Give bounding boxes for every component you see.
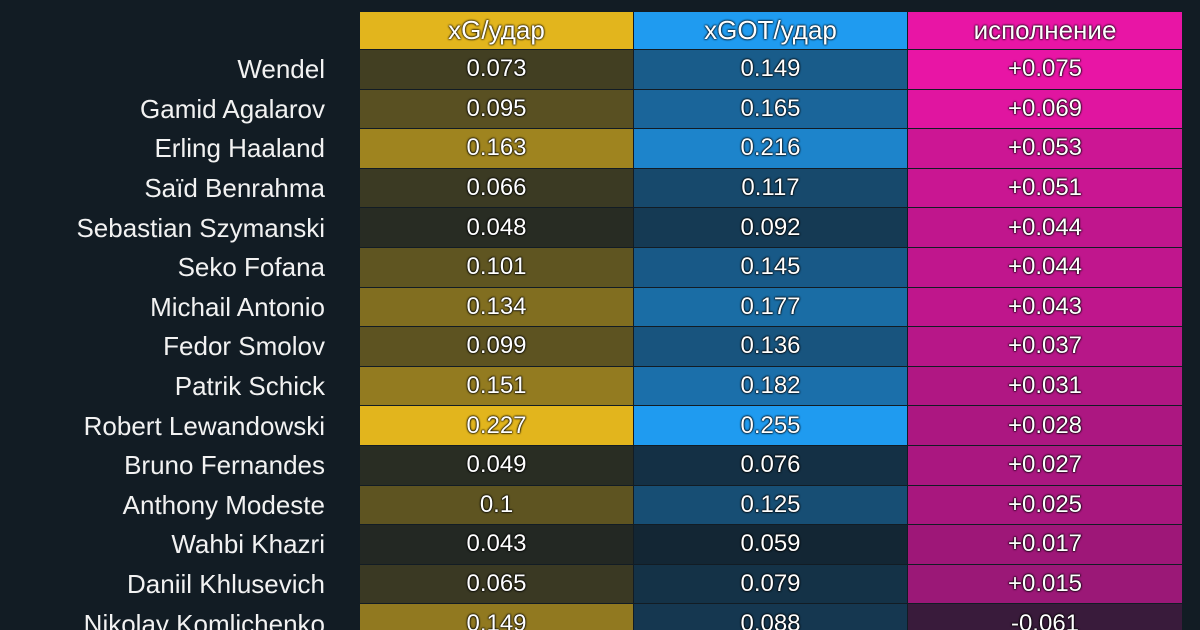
- table-row: Wendel 0.073 0.149 +0.075: [0, 50, 1200, 90]
- xgot-cell: 0.182: [634, 366, 907, 406]
- xg-cell: 0.095: [360, 89, 633, 129]
- xgot-cell: 0.125: [634, 485, 907, 525]
- execution-cell: +0.025: [908, 485, 1182, 525]
- player-name: Fedor Smolov: [163, 331, 325, 362]
- xg-cell: 0.065: [360, 564, 633, 604]
- xgot-cell: 0.177: [634, 287, 907, 327]
- execution-cell: +0.031: [908, 366, 1182, 406]
- table-row: Michail Antonio 0.134 0.177 +0.043: [0, 287, 1200, 328]
- xgot-cell: 0.255: [634, 406, 907, 445]
- xgot-cell: 0.149: [634, 50, 907, 89]
- table-row: Erling Haaland 0.163 0.216 +0.053: [0, 129, 1200, 169]
- xgot-cell: 0.092: [634, 208, 907, 247]
- xg-cell: 0.149: [360, 604, 633, 630]
- execution-cell: +0.053: [908, 129, 1182, 168]
- player-name: Saïd Benrahma: [144, 173, 325, 204]
- table-row: Patrik Schick 0.151 0.182 +0.031: [0, 366, 1200, 407]
- xg-cell: 0.101: [360, 248, 633, 287]
- execution-cell: +0.037: [908, 327, 1182, 366]
- xg-cell: 0.073: [360, 50, 633, 89]
- execution-cell: +0.017: [908, 525, 1182, 564]
- execution-cell: +0.075: [908, 50, 1182, 89]
- execution-cell: +0.043: [908, 287, 1182, 327]
- xgot-cell: 0.117: [634, 168, 907, 208]
- execution-cell: +0.015: [908, 564, 1182, 604]
- xgot-cell: 0.059: [634, 525, 907, 564]
- xg-cell: 0.048: [360, 208, 633, 247]
- player-name: Wendel: [237, 54, 325, 85]
- player-name: Gamid Agalarov: [140, 93, 325, 124]
- execution-cell: +0.051: [908, 168, 1182, 208]
- execution-cell: +0.027: [908, 446, 1182, 485]
- table-row: Wahbi Khazri 0.043 0.059 +0.017: [0, 525, 1200, 565]
- player-name: Robert Lewandowski: [83, 410, 325, 441]
- xg-cell: 0.1: [360, 485, 633, 525]
- xgot-cell: 0.216: [634, 129, 907, 168]
- table-row: Robert Lewandowski 0.227 0.255 +0.028: [0, 406, 1200, 446]
- player-name: Erling Haaland: [154, 133, 325, 164]
- player-name: Anthony Modeste: [122, 489, 325, 520]
- player-name: Wahbi Khazri: [171, 529, 325, 560]
- execution-cell: +0.028: [908, 406, 1182, 445]
- player-name: Daniil Khlusevich: [127, 569, 325, 600]
- player-name: Nikolay Komlichenko: [83, 608, 325, 630]
- header-xgot: xGOT/удар: [634, 12, 907, 49]
- header-execution: исполнение: [908, 12, 1182, 49]
- player-name: Sebastian Szymanski: [76, 212, 325, 243]
- xg-cell: 0.049: [360, 446, 633, 485]
- player-name: Michail Antonio: [150, 291, 325, 322]
- table-row: Fedor Smolov 0.099 0.136 +0.037: [0, 327, 1200, 367]
- table-row: Seko Fofana 0.101 0.145 +0.044: [0, 248, 1200, 288]
- table-row: Bruno Fernandes 0.049 0.076 +0.027: [0, 446, 1200, 486]
- execution-cell: -0.061: [908, 604, 1182, 630]
- table-row: Sebastian Szymanski 0.048 0.092 +0.044: [0, 208, 1200, 248]
- execution-cell: +0.044: [908, 208, 1182, 247]
- player-name: Patrik Schick: [174, 371, 325, 402]
- xgot-cell: 0.076: [634, 446, 907, 485]
- xg-cell: 0.134: [360, 287, 633, 327]
- xgot-cell: 0.088: [634, 604, 907, 630]
- player-name: Seko Fofana: [177, 252, 325, 283]
- xgot-cell: 0.136: [634, 327, 907, 366]
- xgot-cell: 0.079: [634, 564, 907, 604]
- xg-cell: 0.163: [360, 129, 633, 168]
- xgot-cell: 0.165: [634, 89, 907, 129]
- xgot-cell: 0.145: [634, 248, 907, 287]
- header-xg: xG/удар: [360, 12, 633, 49]
- execution-cell: +0.044: [908, 248, 1182, 287]
- table-row: Gamid Agalarov 0.095 0.165 +0.069: [0, 89, 1200, 130]
- player-name: Bruno Fernandes: [124, 450, 325, 481]
- xg-cell: 0.227: [360, 406, 633, 445]
- table-row: Anthony Modeste 0.1 0.125 +0.025: [0, 485, 1200, 526]
- table-row: Daniil Khlusevich 0.065 0.079 +0.015: [0, 564, 1200, 605]
- table-row: Nikolay Komlichenko 0.149 0.088 -0.061: [0, 604, 1200, 630]
- xg-cell: 0.099: [360, 327, 633, 366]
- table-row: Saïd Benrahma 0.066 0.117 +0.051: [0, 168, 1200, 209]
- xg-cell: 0.151: [360, 366, 633, 406]
- xg-cell: 0.043: [360, 525, 633, 564]
- execution-cell: +0.069: [908, 89, 1182, 129]
- xg-cell: 0.066: [360, 168, 633, 208]
